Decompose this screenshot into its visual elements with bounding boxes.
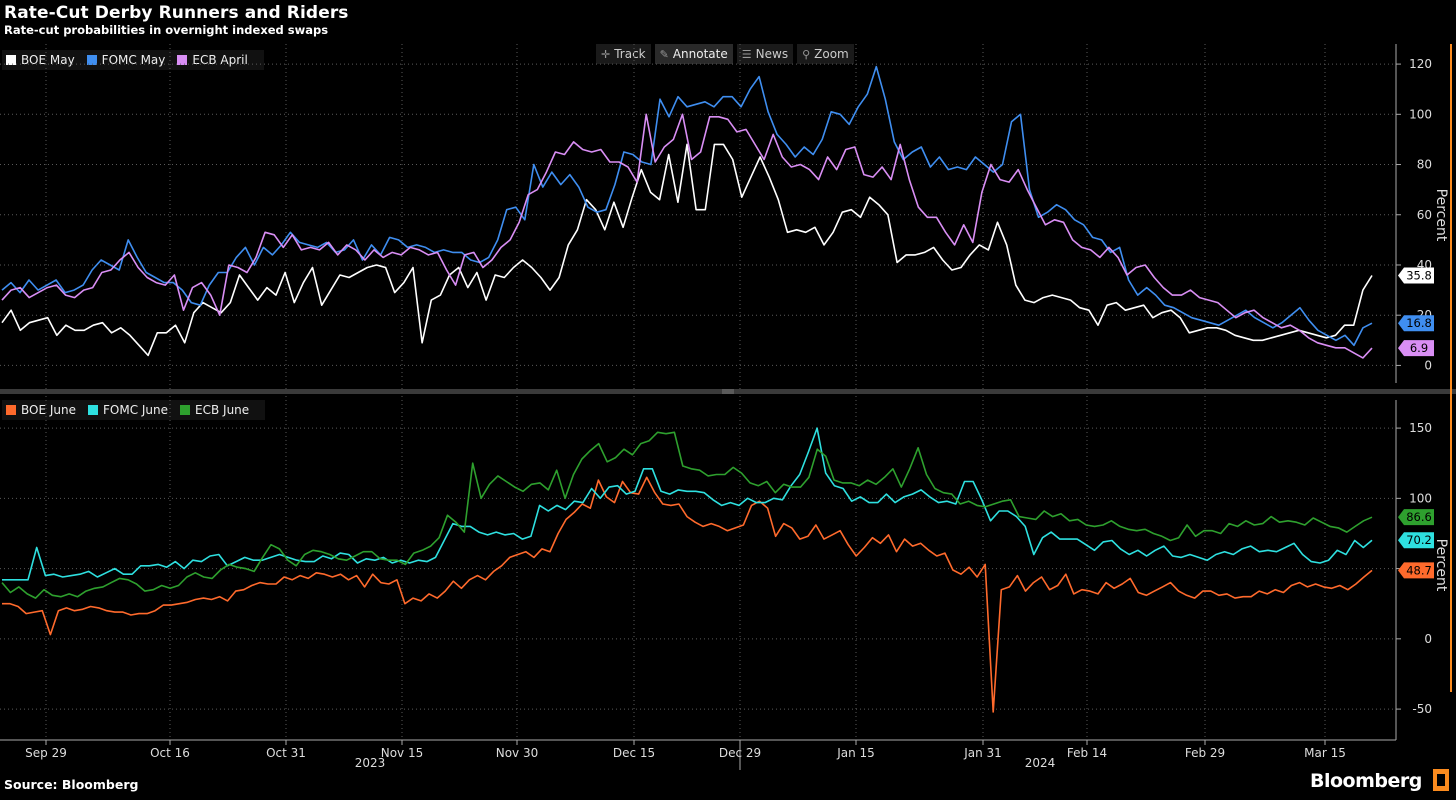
track-button[interactable]: ✛ Track	[596, 44, 651, 64]
last-value-badge: 86.6	[1398, 509, 1434, 526]
news-button[interactable]: ☰ News	[736, 44, 794, 64]
last-value-badge: 6.9	[1398, 340, 1434, 357]
x-tick-label: Dec 15	[613, 746, 655, 760]
y-tick-label: 150	[1409, 421, 1432, 435]
news-label: News	[755, 47, 789, 61]
chart-toolbar: ✛ Track ✎ Annotate ☰ News ⚲ Zoom	[596, 44, 854, 64]
badge-value: 86.6	[1406, 510, 1432, 524]
x-tick-label: Feb 14	[1067, 746, 1107, 760]
x-year-label: 2023	[355, 756, 386, 770]
badge-value: 70.2	[1406, 533, 1432, 547]
news-icon: ☰	[741, 47, 752, 61]
y-axis-title: Percent	[1433, 539, 1449, 592]
badge-background	[1398, 509, 1434, 526]
y-tick-label: 0	[1424, 632, 1432, 646]
legend-label: BOE May	[21, 53, 75, 67]
x-tick-label: Jan 31	[963, 746, 1002, 760]
last-value-badge: 48.7	[1398, 562, 1434, 579]
chart-title: Rate-Cut Derby Runners and Riders	[4, 3, 349, 23]
y-tick-label: 0	[1424, 358, 1432, 372]
source-note: Source: Bloomberg	[4, 777, 139, 792]
legend-item-fomc-june[interactable]: FOMC June	[88, 403, 168, 417]
badge-background	[1398, 562, 1434, 579]
zoom-button[interactable]: ⚲ Zoom	[797, 44, 854, 64]
legend-label: BOE June	[21, 403, 76, 417]
y-tick-label: 100	[1409, 107, 1432, 121]
y-tick-label: 80	[1417, 158, 1432, 172]
track-label: Track	[614, 47, 646, 61]
crosshair-icon: ✛	[601, 47, 611, 61]
legend-item-fomc-may[interactable]: FOMC May	[86, 53, 166, 67]
x-tick-label: Jan 15	[836, 746, 875, 760]
series-line-ecb-june	[1, 431, 1373, 599]
legend-item-ecb-april[interactable]: ECB April	[177, 53, 248, 67]
legend-swatch	[6, 55, 16, 65]
last-value-badge: 70.2	[1398, 532, 1434, 549]
chart-subtitle: Rate-cut probabilities in overnight inde…	[4, 23, 329, 37]
legend-item-ecb-june[interactable]: ECB June	[180, 403, 249, 417]
badge-value: 48.7	[1406, 563, 1432, 577]
x-tick-label: Sep 29	[25, 746, 67, 760]
legend-label: ECB April	[192, 53, 248, 67]
badge-value: 35.8	[1406, 269, 1432, 283]
last-value-badge: 35.8	[1398, 267, 1434, 284]
legend-item-boe-june[interactable]: BOE June	[6, 403, 76, 417]
bloomberg-logo-mark-icon	[1433, 769, 1449, 791]
series-line-boe-june	[2, 476, 1373, 713]
series-line-ecb-april	[1, 113, 1373, 359]
badge-background	[1398, 532, 1434, 549]
x-tick-label: Mar 15	[1304, 746, 1346, 760]
series-line-fomc-june	[2, 427, 1373, 581]
legend-label: FOMC June	[103, 403, 169, 417]
zoom-label: Zoom	[814, 47, 849, 61]
y-tick-label: 60	[1417, 208, 1432, 222]
badge-value: 6.9	[1410, 341, 1428, 355]
legend-item-boe-may[interactable]: BOE May	[6, 53, 75, 67]
x-tick-label: Nov 30	[496, 746, 539, 760]
badge-background	[1398, 315, 1434, 332]
panel-divider-handle	[722, 389, 734, 394]
legend-swatch	[180, 405, 191, 415]
y-tick-label: 120	[1409, 57, 1432, 71]
badge-value: 16.8	[1406, 316, 1432, 330]
top-legend: BOE May FOMC May ECB April	[2, 50, 264, 70]
y-tick-label: -50	[1412, 702, 1432, 716]
annotate-label: Annotate	[672, 47, 728, 61]
series-line-boe-may	[1, 143, 1373, 357]
y-axis-title: Percent	[1433, 189, 1449, 242]
x-tick-label: Oct 16	[150, 746, 190, 760]
x-tick-label: Nov 15	[381, 746, 424, 760]
x-tick-label: Feb 29	[1185, 746, 1225, 760]
y-tick-label: 100	[1409, 491, 1432, 505]
bottom-legend: BOE June FOMC June ECB June	[2, 400, 266, 420]
legend-swatch	[177, 55, 188, 65]
x-tick-label: Oct 31	[266, 746, 306, 760]
legend-swatch	[6, 405, 16, 415]
badge-background	[1398, 267, 1434, 284]
x-year-label: 2024	[1025, 756, 1056, 770]
pencil-icon: ✎	[659, 47, 669, 61]
legend-swatch	[88, 405, 98, 415]
search-icon: ⚲	[802, 47, 811, 61]
series-line-fomc-may	[1, 65, 1373, 347]
legend-swatch	[86, 55, 97, 65]
legend-label: ECB June	[195, 403, 250, 417]
legend-label: FOMC May	[101, 53, 166, 67]
last-value-badge: 16.8	[1398, 315, 1434, 332]
badge-background	[1398, 340, 1434, 357]
bloomberg-logo: Bloomberg	[1310, 770, 1422, 792]
annotate-button[interactable]: ✎ Annotate	[654, 44, 733, 64]
